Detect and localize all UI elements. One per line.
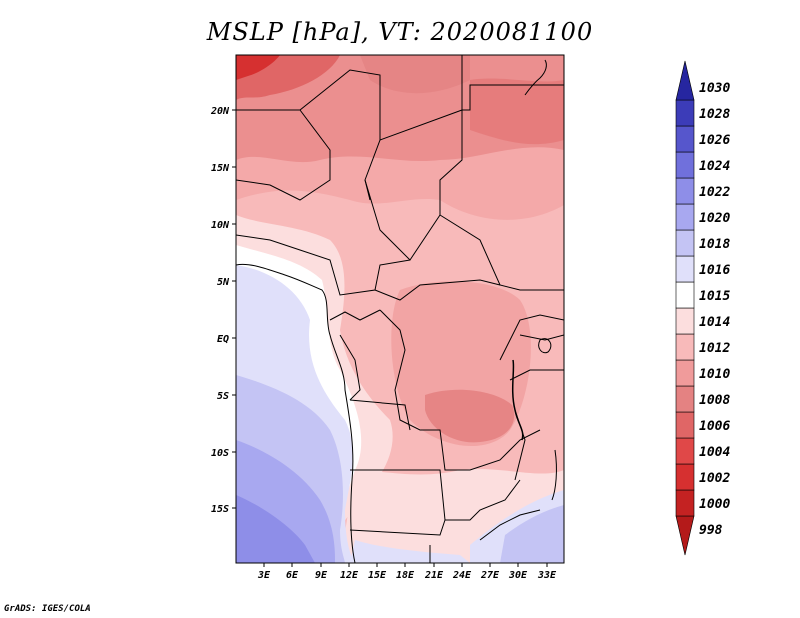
lon-label: 6E: [286, 570, 299, 581]
lon-label: 3E: [257, 570, 271, 581]
lon-label: 21E: [424, 570, 444, 581]
colorbar-swatch: [675, 333, 695, 361]
colorbar-swatch: [675, 489, 695, 517]
colorbar-swatch: [675, 515, 695, 556]
lon-label: 18E: [396, 570, 415, 581]
footer-credit: GrADS: IGES/COLA: [4, 604, 91, 614]
colorbar-swatch: [675, 385, 695, 413]
lon-label: 15E: [368, 570, 387, 581]
lon-label: 9E: [315, 570, 328, 581]
colorbar-swatch: [675, 99, 695, 127]
colorbar-label: 1020: [699, 211, 730, 226]
map-frame: [235, 54, 565, 564]
lat-label: 5N: [217, 277, 230, 288]
lon-labels: 3E 6E 9E 12E 15E 18E 21E 24E 27E 30E 33E: [257, 570, 557, 581]
colorbar-swatch: [675, 359, 695, 387]
lat-label: 15S: [211, 504, 229, 515]
colorbar-label: 1014: [699, 315, 730, 330]
lat-label: 10N: [211, 220, 230, 231]
colorbar-label: 1028: [699, 107, 730, 122]
lat-label: 15N: [211, 163, 230, 174]
lon-label: 27E: [480, 570, 500, 581]
colorbar-label: 998: [699, 523, 723, 538]
colorbar-swatch: [675, 151, 695, 179]
colorbar-label: 1006: [699, 419, 730, 434]
colorbar-label: 1024: [699, 159, 730, 174]
map-title: MSLP [hPa], VT: 2020081100: [206, 18, 594, 46]
colorbar-label: 1004: [699, 445, 730, 460]
colorbar-swatch: [675, 60, 695, 101]
lat-label: 10S: [211, 448, 229, 459]
colorbar-swatch: [675, 177, 695, 205]
colorbar-swatch: [675, 203, 695, 231]
colorbar-label: 1026: [699, 133, 730, 148]
colorbar-swatch: [675, 437, 695, 465]
colorbar-label: 1030: [699, 81, 730, 96]
colorbar-label: 1000: [699, 497, 730, 512]
colorbar: 998 1000 1002 1004 1006 1008 1010 1012 1014 1015 1…: [675, 60, 730, 556]
colorbar-label: 1018: [699, 237, 730, 252]
lat-labels: 20N 15N 10N 5N EQ 5S 10S 15S: [210, 106, 230, 515]
colorbar-swatch: [675, 307, 695, 335]
lat-ticks: [232, 109, 236, 509]
colorbar-label: 1010: [699, 367, 730, 382]
lon-ticks: [263, 563, 548, 567]
colorbar-swatch: [675, 125, 695, 153]
lat-label: 5S: [217, 391, 229, 402]
country-borders: [236, 55, 564, 563]
colorbar-label: 1008: [699, 393, 730, 408]
colorbar-swatch: [675, 281, 695, 309]
lon-label: 30E: [508, 570, 528, 581]
pressure-field: [236, 55, 564, 563]
lon-label: 12E: [340, 570, 359, 581]
colorbar-swatch: [675, 411, 695, 439]
lon-label: 33E: [537, 570, 557, 581]
colorbar-swatch: [675, 255, 695, 283]
lat-label: 20N: [210, 106, 230, 117]
lat-label: EQ: [217, 334, 229, 345]
colorbar-label: 1022: [699, 185, 730, 200]
colorbar-swatch: [675, 229, 695, 257]
colorbar-label: 1012: [699, 341, 730, 356]
colorbar-label: 1002: [699, 471, 730, 486]
lon-label: 24E: [452, 570, 472, 581]
colorbar-swatch: [675, 463, 695, 491]
colorbar-label: 1015: [699, 289, 730, 304]
colorbar-label: 1016: [699, 263, 730, 278]
